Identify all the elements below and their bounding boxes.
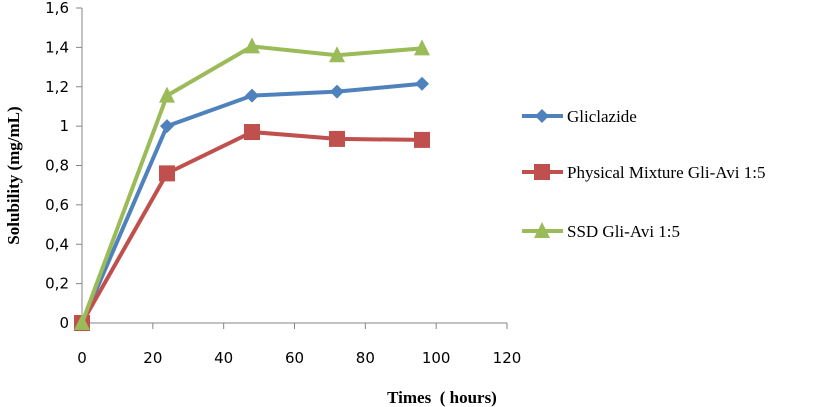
data-point-diamond: [160, 119, 174, 134]
data-point-triangle: [74, 314, 90, 330]
legend: Gliclazide Physical Mixture Gli-Avi 1:5 SS…: [522, 107, 765, 241]
data-point-diamond: [330, 84, 344, 99]
data-point-diamond: [245, 88, 259, 103]
legend-item: SSD Gli-Avi 1:5: [522, 222, 680, 241]
x-tick-label: 100: [422, 349, 451, 367]
series-line: [80, 81, 423, 324]
y-tick-label: 1,2: [45, 78, 69, 96]
data-point-square: [159, 165, 175, 182]
legend-marker-diamond: [535, 109, 549, 123]
series-line: [80, 130, 423, 324]
x-tick-label: 0: [77, 349, 87, 367]
legend-item: Physical Mixture Gli-Avi 1:5: [522, 163, 765, 182]
data-point-triangle: [414, 39, 430, 56]
y-tick-label: 0,4: [45, 235, 69, 253]
x-tick-label: 80: [356, 349, 375, 367]
legend-item: Gliclazide: [522, 107, 637, 126]
data-point-triangle: [159, 86, 175, 103]
x-tick-label: 40: [214, 349, 233, 367]
data-point-triangle: [244, 37, 260, 54]
data-point-triangle: [329, 46, 345, 63]
y-tick-label: 1,4: [45, 38, 69, 56]
data-point-diamond: [415, 76, 429, 91]
series-layer: [74, 37, 430, 331]
x-tick-label: 60: [285, 349, 304, 367]
legend-marker-triangle: [534, 222, 550, 238]
y-axis-title: Solubility (mg/mL): [4, 106, 23, 244]
data-point-square: [414, 131, 430, 148]
series-square: [74, 124, 430, 331]
y-ticks: 0 0,2 0,4 0,6 0,8 1 1,2 1,4 1,6: [45, 0, 82, 332]
legend-marker-square: [534, 164, 550, 180]
legend-label: Gliclazide: [567, 107, 637, 126]
x-ticks: 0 20 40 60 80 100 120: [77, 323, 521, 367]
y-tick-label: 1,6: [45, 0, 69, 17]
series-triangle: [74, 37, 430, 330]
y-tick-label: 0,8: [45, 157, 69, 175]
legend-label: SSD Gli-Avi 1:5: [567, 222, 680, 241]
x-tick-label: 20: [143, 349, 162, 367]
y-tick-label: 0: [59, 314, 69, 332]
y-tick-label: 1: [59, 117, 69, 135]
x-tick-label: 120: [493, 349, 522, 367]
data-point-square: [244, 124, 260, 141]
y-tick-label: 0,6: [45, 196, 69, 214]
data-point-square: [329, 130, 345, 147]
x-axis-title: Times ( hours): [387, 388, 497, 407]
axes: [81, 8, 507, 324]
y-tick-label: 0,2: [45, 275, 69, 293]
legend-label: Physical Mixture Gli-Avi 1:5: [567, 163, 765, 182]
